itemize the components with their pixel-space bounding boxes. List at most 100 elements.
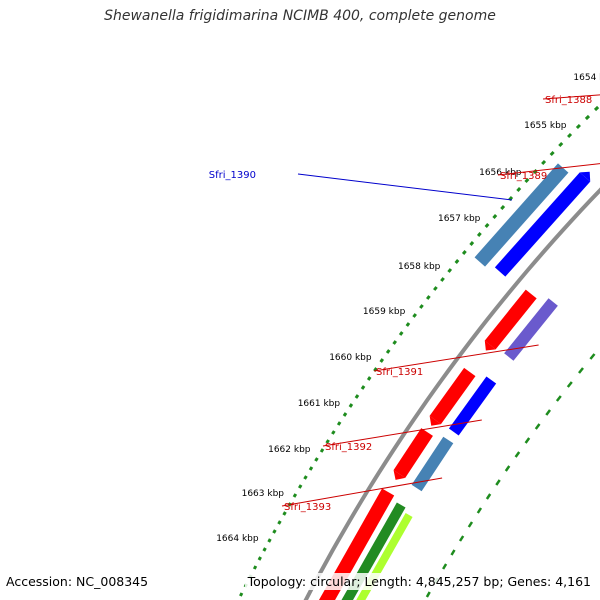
ruler-label: 1655 kbp: [524, 121, 567, 131]
ruler-tick: [282, 511, 287, 516]
cds-feature[interactable]: [484, 289, 537, 350]
ruler-tick: [461, 250, 467, 255]
gc-skew-mark: [476, 507, 483, 514]
ruler-tick: [392, 340, 398, 345]
ruler-label: 1662 kbp: [268, 445, 311, 455]
ruler-tick: [524, 177, 530, 184]
gene-leader-line: [373, 344, 539, 372]
cds-feature-arrow: [484, 340, 496, 351]
gene-feature[interactable]: [474, 163, 569, 267]
ruler-tick: [262, 547, 267, 552]
ruler-tick: [277, 520, 282, 525]
ruler-tick: [379, 358, 385, 363]
ruler-tick: [558, 141, 564, 148]
ruler-tick: [492, 214, 498, 219]
genome-summary: Topology: circular; Length: 4,845,257 bp…: [244, 573, 594, 590]
gene-label[interactable]: Sfri_1393: [284, 502, 331, 513]
topology-label: Topology:: [247, 574, 307, 589]
ruler-tick: [575, 123, 581, 130]
gc-skew-mark: [555, 395, 562, 402]
ruler-label: 1658 kbp: [398, 262, 441, 272]
ruler-tick: [314, 457, 319, 462]
gc-skew-mark: [442, 563, 448, 570]
ruler-tick: [398, 331, 404, 336]
gene-label[interactable]: Sfri_1389: [500, 171, 547, 182]
ruler-tick: [454, 259, 460, 264]
ruler-tick: [440, 277, 445, 282]
accession-info: Accession: NC_008345: [3, 573, 152, 590]
ruler-tick: [360, 385, 366, 390]
cds-feature-arrow: [579, 171, 591, 182]
gc-skew-mark: [514, 451, 521, 458]
gc-skew-mark: [534, 423, 541, 430]
gc-skew-mark: [589, 353, 596, 360]
ruler-tick: [419, 304, 424, 309]
accession-label: Accession:: [6, 574, 73, 589]
ruler-tick: [366, 376, 372, 381]
topology-value: circular: [310, 574, 357, 589]
cds-feature-arrow: [393, 470, 406, 480]
ruler-tick: [257, 556, 262, 561]
genome-backbone: [303, 187, 600, 600]
gc-skew-mark: [545, 409, 552, 416]
ruler-tick: [336, 421, 342, 426]
gc-skew-mark: [504, 465, 511, 472]
ruler-label: 1661 kbp: [298, 399, 341, 409]
ruler-tick: [308, 466, 314, 471]
ruler-label: 1654 kbp: [573, 73, 600, 83]
gene-label[interactable]: Sfri_1390: [209, 170, 256, 181]
ruler-tick: [567, 132, 573, 139]
ruler-tick: [239, 592, 244, 597]
length-value: 4,845,257 bp: [415, 574, 500, 589]
ruler-tick: [447, 268, 453, 273]
gene-label[interactable]: Sfri_1388: [545, 95, 592, 106]
ruler-tick: [500, 204, 506, 211]
ruler-tick: [252, 565, 258, 570]
ruler-tick: [405, 322, 411, 327]
gene-leader-line: [281, 477, 443, 507]
ruler-label: 1660 kbp: [329, 353, 372, 363]
length-label: Length:: [364, 574, 412, 589]
cds-feature[interactable]: [494, 172, 591, 277]
ruler-tick: [484, 223, 490, 228]
gene-feature[interactable]: [504, 298, 558, 361]
ruler-tick: [331, 430, 336, 435]
ruler-label: 1659 kbp: [363, 307, 406, 317]
cds-feature[interactable]: [393, 428, 433, 478]
gc-skew-mark: [425, 591, 431, 598]
gene-leader-line: [497, 163, 600, 176]
ruler-tick: [412, 313, 417, 318]
ruler-label: 1656 kbp: [479, 168, 522, 178]
ruler-tick: [325, 439, 330, 444]
ruler-tick: [342, 412, 348, 417]
gene-leader-line: [297, 173, 513, 201]
ruler-label: 1664 kbp: [216, 534, 259, 544]
accession-value: NC_008345: [76, 574, 149, 589]
ruler-tick: [469, 241, 475, 246]
ruler-tick: [319, 448, 325, 453]
gc-skew-mark: [578, 367, 584, 374]
ruler-tick: [476, 232, 482, 237]
ruler-label: 1657 kbp: [438, 214, 481, 224]
ruler-tick: [541, 159, 547, 166]
gene-label[interactable]: Sfri_1391: [376, 367, 423, 378]
gc-skew-mark: [566, 381, 573, 388]
gene-leader-line: [542, 94, 600, 100]
ruler-tick: [584, 114, 591, 121]
genes-value: 4,161: [555, 574, 591, 589]
gene-label[interactable]: Sfri_1392: [325, 442, 372, 453]
gc-skew-mark: [495, 479, 501, 486]
ruler-tick: [593, 105, 600, 112]
gene-feature[interactable]: [411, 436, 454, 492]
cds-feature[interactable]: [429, 367, 476, 425]
gc-skew-mark: [458, 535, 465, 542]
genes-label: Genes:: [507, 574, 552, 589]
ruler-tick: [354, 394, 360, 399]
cds-feature[interactable]: [316, 488, 395, 600]
gc-skew-mark: [467, 521, 474, 528]
gene-feature[interactable]: [350, 513, 413, 600]
gene-feature[interactable]: [336, 502, 406, 600]
ruler-tick: [303, 475, 308, 480]
ruler-tick: [292, 493, 298, 498]
